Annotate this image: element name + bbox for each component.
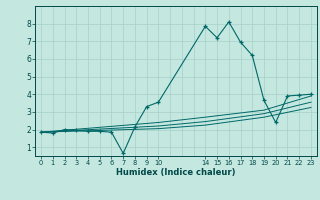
X-axis label: Humidex (Indice chaleur): Humidex (Indice chaleur) — [116, 168, 236, 177]
